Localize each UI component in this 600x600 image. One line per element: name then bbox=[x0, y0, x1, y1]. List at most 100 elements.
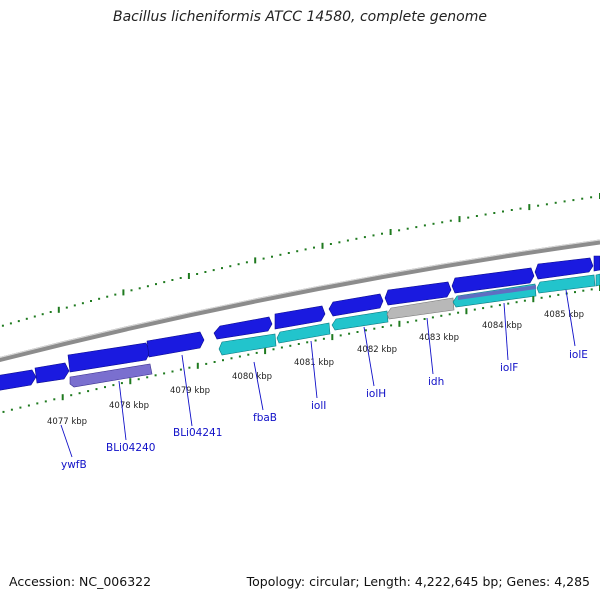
minor-tick bbox=[364, 329, 367, 332]
gene-arrow[interactable] bbox=[274, 305, 326, 330]
minor-tick bbox=[9, 322, 12, 325]
genome-backbone bbox=[0, 239, 600, 363]
minor-tick bbox=[406, 321, 409, 324]
minor-tick bbox=[230, 357, 233, 360]
gene-label-BLi04241[interactable]: BLi04241 bbox=[173, 427, 222, 439]
minor-tick bbox=[406, 227, 409, 230]
minor-tick bbox=[138, 287, 141, 290]
minor-tick bbox=[415, 226, 418, 229]
minor-tick bbox=[245, 261, 248, 264]
kbp-label: 4085 kbp bbox=[544, 310, 584, 320]
gene-label-fbaB[interactable]: fbaB bbox=[253, 412, 277, 424]
gene-label-BLi04240[interactable]: BLi04240 bbox=[106, 442, 155, 454]
minor-tick bbox=[163, 281, 166, 284]
gene-arrow-reverse[interactable] bbox=[276, 322, 331, 344]
minor-tick bbox=[120, 382, 123, 385]
minor-tick bbox=[304, 248, 307, 251]
gene-arrow[interactable] bbox=[451, 267, 535, 294]
minor-tick bbox=[179, 368, 182, 371]
minor-tick bbox=[73, 304, 76, 307]
minor-tick bbox=[163, 372, 166, 375]
minor-tick bbox=[2, 410, 5, 413]
minor-tick bbox=[482, 307, 485, 310]
gene-arrow[interactable] bbox=[146, 331, 205, 358]
minor-tick bbox=[222, 359, 224, 362]
minor-tick bbox=[179, 277, 182, 279]
minor-tick bbox=[271, 255, 273, 258]
minor-tick bbox=[415, 319, 418, 322]
gene-label-iolH[interactable]: iolH bbox=[366, 388, 386, 400]
kbp-label: 4083 kbp bbox=[419, 333, 459, 343]
minor-tick bbox=[53, 398, 56, 401]
minor-tick bbox=[155, 283, 157, 286]
backbone-highlight bbox=[0, 239, 600, 358]
gene-label-iolE[interactable]: iolE bbox=[569, 349, 588, 361]
kbp-label: 4078 kbp bbox=[109, 401, 149, 411]
gene-arrow-reverse[interactable] bbox=[595, 273, 600, 287]
gene-label-iolF[interactable]: iolF bbox=[500, 362, 518, 374]
gene-label-ywfB[interactable]: ywfB bbox=[61, 459, 87, 471]
minor-tick bbox=[188, 366, 191, 369]
gene-arrow-reverse[interactable] bbox=[331, 310, 389, 331]
minor-tick bbox=[314, 339, 317, 342]
minor-tick bbox=[27, 404, 30, 407]
gene-arrow-reverse[interactable] bbox=[218, 333, 277, 356]
gene-label-iolI[interactable]: iolI bbox=[311, 400, 326, 412]
minor-tick bbox=[346, 239, 349, 242]
gene-arrow[interactable] bbox=[328, 293, 384, 317]
major-tick bbox=[61, 394, 64, 401]
gene-label-idh[interactable]: idh bbox=[428, 376, 444, 388]
major-tick bbox=[321, 242, 324, 249]
minor-tick bbox=[146, 285, 149, 288]
kbp-label: 4080 kbp bbox=[232, 372, 272, 382]
minor-tick bbox=[106, 295, 109, 298]
minor-tick bbox=[213, 361, 216, 363]
minor-tick bbox=[25, 317, 28, 320]
minor-tick bbox=[87, 390, 90, 393]
minor-tick bbox=[81, 302, 84, 305]
minor-tick bbox=[297, 343, 300, 345]
minor-tick bbox=[98, 297, 101, 300]
gene-arrow[interactable] bbox=[213, 316, 273, 340]
accession-text: Accession: NC_006322 bbox=[9, 574, 152, 589]
minor-tick bbox=[204, 271, 207, 273]
gene-arrow[interactable] bbox=[593, 255, 600, 272]
pseudo-gene-bar[interactable] bbox=[69, 363, 153, 388]
minor-tick bbox=[372, 234, 375, 237]
kbp-label: 4084 kbp bbox=[482, 321, 522, 331]
gray-gene-bar[interactable] bbox=[386, 297, 455, 320]
minor-tick bbox=[431, 316, 434, 319]
gene-arrow[interactable] bbox=[384, 281, 452, 306]
major-tick bbox=[389, 229, 392, 235]
minor-tick bbox=[441, 221, 444, 224]
minor-tick bbox=[49, 311, 52, 313]
major-tick bbox=[465, 308, 468, 315]
minor-tick bbox=[44, 400, 47, 403]
minor-tick bbox=[280, 346, 283, 349]
gene-arrow[interactable] bbox=[34, 362, 70, 384]
forward-strand-genes bbox=[0, 255, 600, 391]
gene-arrow[interactable] bbox=[0, 369, 37, 391]
gene-arrow-reverse[interactable] bbox=[536, 274, 596, 294]
kbp-label: 4082 kbp bbox=[357, 345, 397, 355]
kbp-axis-labels: 4077 kbp 4078 kbp 4079 kbp 4080 kbp 4081… bbox=[47, 310, 584, 427]
minor-tick bbox=[355, 237, 358, 240]
minor-tick bbox=[36, 402, 39, 405]
major-tick bbox=[57, 306, 60, 313]
minor-tick bbox=[475, 215, 478, 217]
minor-tick bbox=[363, 236, 366, 239]
minor-tick bbox=[473, 308, 476, 311]
minor-tick bbox=[581, 197, 584, 200]
minor-tick bbox=[381, 326, 384, 328]
minor-tick bbox=[196, 273, 199, 275]
gene-arrow[interactable] bbox=[67, 342, 151, 373]
minor-tick bbox=[484, 213, 487, 216]
gene-arrow[interactable] bbox=[534, 257, 594, 280]
minor-tick bbox=[287, 252, 290, 254]
minor-tick bbox=[41, 313, 44, 316]
minor-tick bbox=[515, 301, 518, 304]
major-tick bbox=[528, 204, 531, 211]
minor-tick bbox=[507, 302, 510, 305]
major-tick bbox=[122, 289, 125, 296]
